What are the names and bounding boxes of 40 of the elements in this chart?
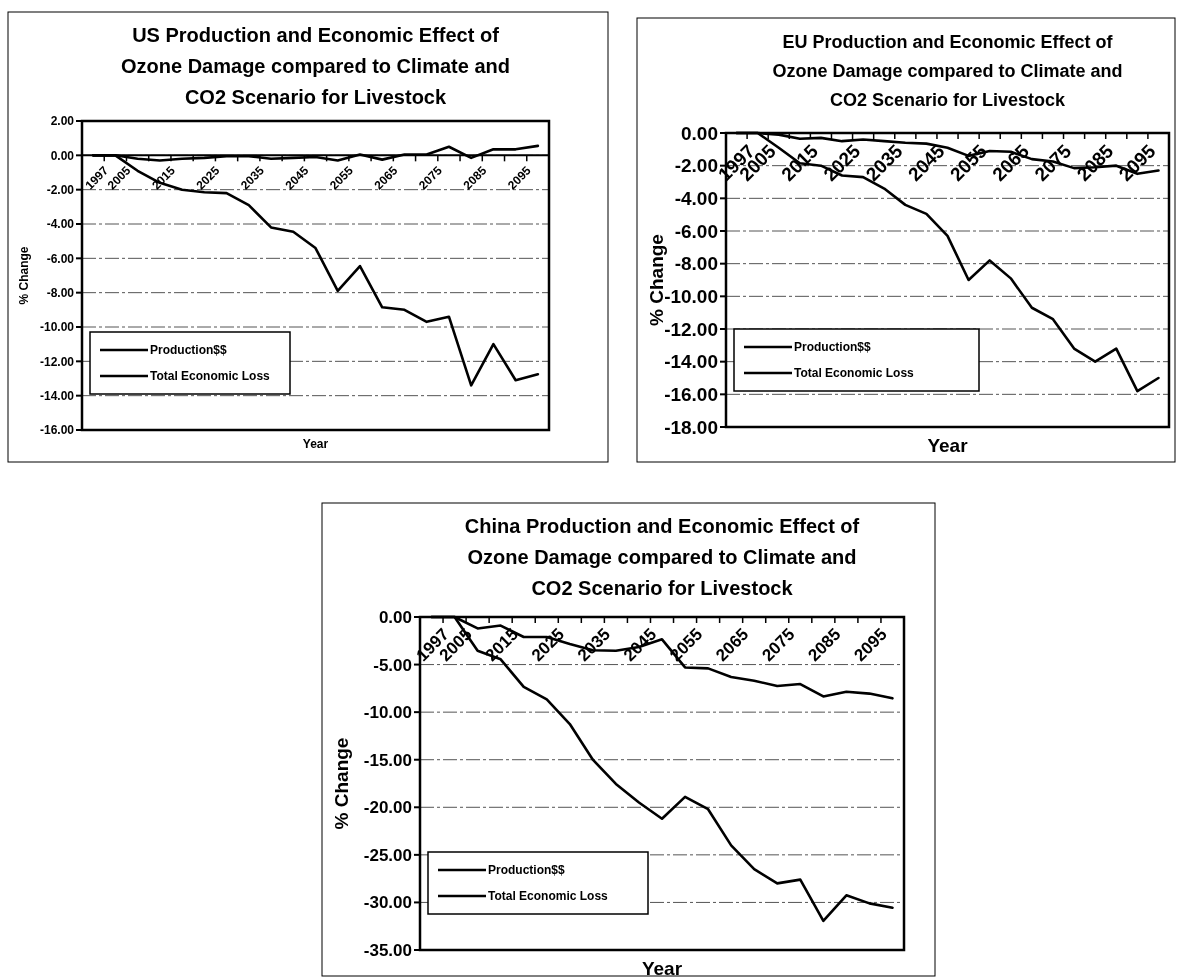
- y-tick-label: 0.00: [681, 122, 718, 144]
- chart-title: US Production and Economic Effect of Ozone Damage compared to Climate and CO2 Scenario for Livestock: [121, 24, 510, 108]
- y-tick-label: -25.00: [363, 845, 412, 865]
- y-tick-label: -2.00: [46, 182, 75, 197]
- y-tick-label: -4.00: [674, 187, 718, 209]
- y-tick-label: -14.00: [39, 388, 75, 403]
- legend-label: Total Economic Loss: [794, 366, 915, 381]
- y-tick-label: -20.00: [363, 798, 412, 818]
- y-tick-label: -16.00: [664, 383, 718, 405]
- y-tick-label: -5.00: [373, 655, 412, 675]
- y-tick-label: -35.00: [363, 940, 412, 960]
- y-tick-label: 0.00: [50, 148, 75, 163]
- y-tick-label: 0.00: [378, 607, 412, 627]
- y-tick-label: -4.00: [46, 217, 75, 232]
- x-axis-title: Year: [927, 435, 969, 456]
- y-tick-label: -8.00: [46, 285, 75, 300]
- chart-title: China Production and Economic Effect of Ozone Damage compared to Climate and CO2 Scenario for Livestock: [464, 515, 860, 599]
- y-tick-label: -10.00: [39, 320, 75, 335]
- y-tick-label: -2.00: [674, 155, 718, 177]
- y-tick-label: 2.00: [50, 114, 75, 129]
- y-tick-label: -16.00: [39, 423, 75, 438]
- y-tick-label: -14.00: [664, 351, 718, 373]
- y-axis-title: % Change: [331, 737, 353, 830]
- legend-label: Total Economic Loss: [150, 369, 271, 384]
- y-tick-label: -18.00: [664, 416, 718, 438]
- y-tick-label: -8.00: [674, 253, 718, 275]
- chart-title: EU Production and Economic Effect of Ozone Damage compared to Climate and CO2 Scenario for Livestock: [772, 32, 1123, 110]
- legend-label: Production$$: [150, 343, 227, 358]
- y-tick-label: -15.00: [363, 750, 412, 770]
- y-tick-label: -10.00: [363, 703, 412, 723]
- legend-label: Production$$: [794, 340, 871, 355]
- y-tick-label: -6.00: [46, 251, 75, 266]
- y-axis-title: % Change: [17, 246, 32, 305]
- legend-label: Total Economic Loss: [488, 889, 609, 904]
- y-tick-label: -6.00: [674, 220, 718, 242]
- y-tick-label: -12.00: [39, 354, 75, 369]
- y-tick-label: -30.00: [363, 893, 412, 913]
- legend-label: Production$$: [488, 863, 565, 878]
- x-axis-title: Year: [641, 958, 683, 978]
- x-axis-title: Year: [302, 437, 329, 451]
